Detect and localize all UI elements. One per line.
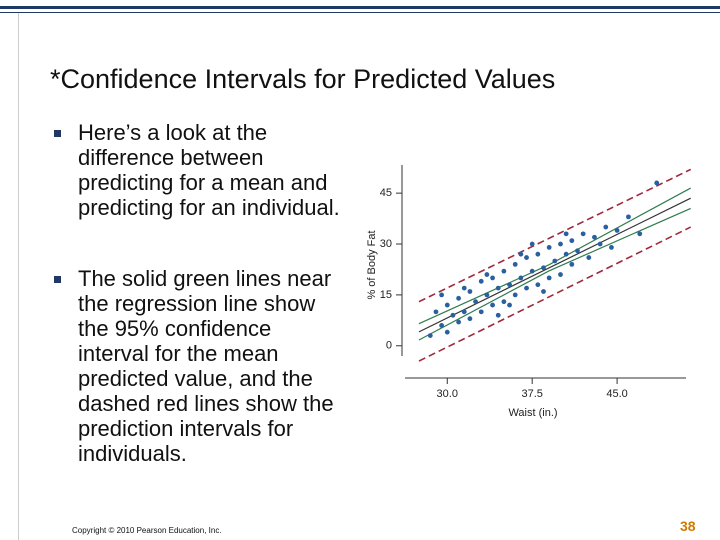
data-point — [507, 302, 512, 308]
fit-line — [418, 226, 692, 362]
bullet-text: The solid green lines near the regressio… — [78, 266, 334, 466]
data-point — [484, 292, 490, 298]
data-point — [456, 319, 461, 325]
data-point — [484, 272, 490, 277]
fit-line — [418, 168, 692, 303]
data-point — [529, 268, 535, 274]
y-axis-label: % of Body Fat — [366, 230, 378, 299]
data-point — [569, 261, 575, 267]
data-point — [535, 282, 541, 288]
data-point — [552, 258, 558, 264]
data-point — [529, 241, 535, 247]
left-rule — [18, 13, 19, 540]
y-tick-label: 15 — [380, 289, 392, 301]
x-tick-label: 37.5 — [521, 388, 542, 400]
data-point — [592, 234, 597, 240]
data-point — [490, 275, 495, 281]
data-point — [569, 238, 575, 244]
data-point — [603, 224, 609, 230]
data-point — [614, 228, 620, 233]
fit-line — [418, 187, 691, 325]
data-point — [518, 251, 524, 257]
data-point — [563, 251, 569, 257]
data-point — [580, 231, 586, 237]
slide-title: *Confidence Intervals for Predicted Valu… — [50, 64, 556, 94]
data-point — [433, 309, 439, 315]
y-tick-label: 30 — [380, 238, 392, 250]
data-point — [563, 231, 569, 237]
bullet-marker — [54, 276, 61, 283]
data-point — [427, 333, 433, 338]
y-tick-label: 0 — [386, 340, 392, 352]
data-point — [495, 312, 501, 318]
data-point — [546, 245, 552, 250]
data-point — [501, 268, 507, 274]
data-point — [597, 241, 603, 247]
x-axis-label: Waist (in.) — [508, 407, 557, 419]
data-point — [456, 295, 461, 301]
data-point — [626, 214, 631, 220]
x-tick-label: 45.0 — [606, 388, 627, 400]
data-point — [541, 289, 546, 294]
data-point — [558, 272, 563, 277]
data-point — [495, 285, 501, 291]
copyright: Copyright © 2010 Pearson Education, Inc. — [72, 526, 222, 535]
bullet-marker — [54, 130, 61, 137]
data-point — [637, 231, 643, 237]
data-point — [512, 261, 518, 267]
top-rule — [0, 6, 720, 9]
fit-line — [418, 207, 691, 341]
fit-line — [418, 197, 691, 333]
x-tick-label: 30.0 — [437, 388, 458, 400]
top-rule — [0, 12, 720, 13]
data-point — [467, 316, 473, 322]
data-point — [524, 255, 529, 260]
data-point — [478, 278, 484, 284]
data-point — [541, 265, 546, 271]
data-point — [507, 282, 512, 288]
data-point — [524, 285, 529, 291]
data-point — [512, 292, 518, 298]
data-point — [473, 299, 478, 305]
data-point — [535, 251, 541, 257]
data-point — [461, 309, 467, 315]
data-point — [501, 299, 507, 305]
data-point — [444, 329, 450, 335]
data-point — [654, 180, 660, 186]
data-point — [575, 248, 580, 254]
data-point — [439, 323, 445, 328]
data-point — [478, 309, 484, 315]
data-point — [444, 302, 450, 308]
data-point — [518, 275, 524, 281]
data-point — [546, 275, 552, 281]
data-point — [586, 255, 592, 260]
y-tick-label: 45 — [380, 187, 392, 199]
page-number: 38 — [680, 518, 696, 534]
data-point — [558, 241, 563, 247]
data-point — [450, 312, 456, 318]
data-point — [467, 289, 473, 294]
data-point — [490, 302, 495, 308]
data-point — [609, 245, 614, 250]
data-point — [461, 285, 467, 291]
data-point — [439, 292, 445, 298]
bullet-text: Here’s a look at the difference between … — [78, 120, 340, 220]
